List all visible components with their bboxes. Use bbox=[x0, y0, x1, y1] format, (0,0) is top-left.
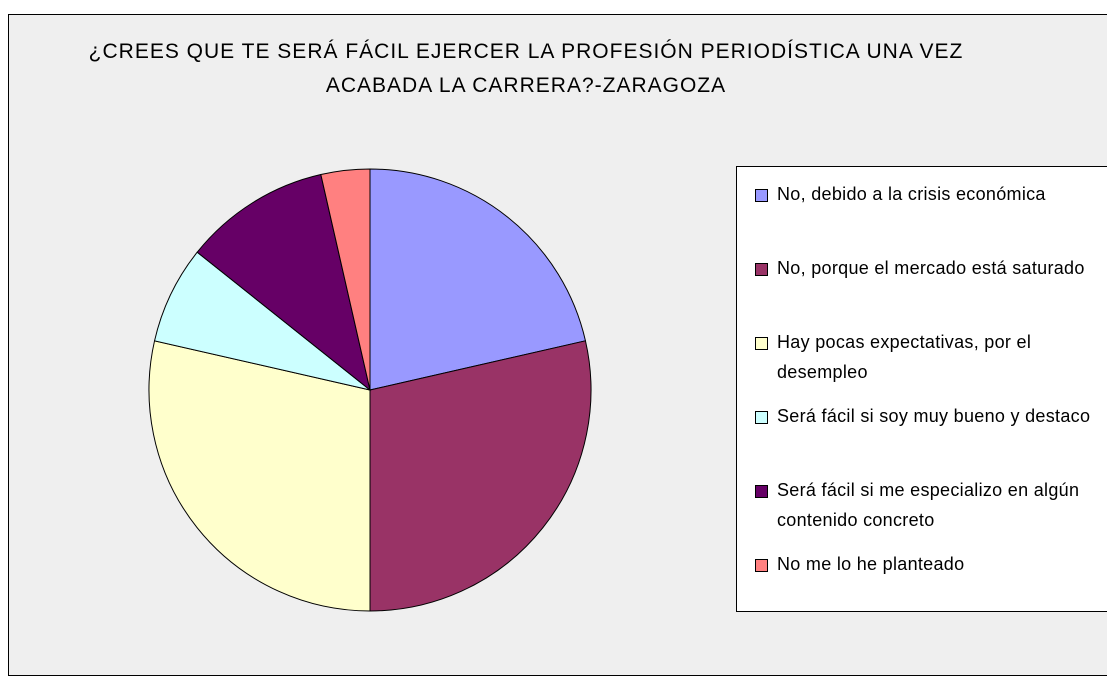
chart-title: ¿CREES QUE TE SERÁ FÁCIL EJERCER LA PROF… bbox=[88, 40, 964, 97]
pie-slice bbox=[320, 168, 371, 391]
legend-swatch bbox=[755, 485, 768, 498]
legend-swatch bbox=[755, 337, 768, 350]
legend-label: Hay pocas expectativas, por el desempleo bbox=[777, 332, 1032, 382]
legend-label: Será fácil si me especializo en algún co… bbox=[777, 480, 1080, 530]
legend-label: Será fácil si soy muy bueno y destaco bbox=[777, 406, 1091, 426]
chart: ¿CREES QUE TE SERÁ FÁCIL EJERCER LA PROF… bbox=[8, 14, 1107, 676]
legend-swatch bbox=[755, 263, 768, 276]
pie-slice bbox=[148, 340, 371, 612]
legend-swatch bbox=[755, 559, 768, 572]
pie-slice bbox=[196, 173, 371, 392]
legend: No, debido a la crisis económica No, porq… bbox=[736, 166, 1107, 612]
legend-label: No me lo he planteado bbox=[777, 554, 965, 574]
legend-label: No, debido a la crisis económica bbox=[777, 184, 1046, 204]
pie-slice bbox=[369, 340, 592, 612]
legend-swatch bbox=[755, 189, 768, 202]
legend-label: No, porque el mercado está saturado bbox=[777, 258, 1085, 278]
pie bbox=[148, 168, 592, 612]
pie-slice bbox=[153, 251, 371, 391]
legend-swatch bbox=[755, 411, 768, 424]
pie-slice bbox=[369, 168, 587, 391]
